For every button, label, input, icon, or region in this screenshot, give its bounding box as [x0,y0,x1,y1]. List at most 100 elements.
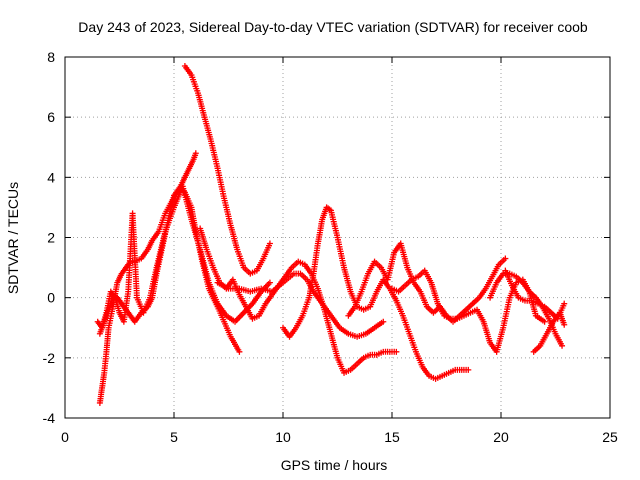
dense-markers [328,209,340,239]
dense-markers [300,296,312,317]
dense-markers [447,367,456,375]
axis-ticks: 0 5 10 15 20 25 -4 -2 0 2 4 6 8 [43,49,618,445]
dense-markers [244,305,255,320]
dense-markers [320,206,329,221]
dense-markers [141,296,153,314]
data-point [393,348,400,355]
dense-markers [206,281,220,305]
series-track-11 [502,267,568,322]
dense-markers [299,272,309,282]
dense-markers [251,313,260,321]
dense-markers [460,366,470,373]
dense-markers [283,266,294,278]
dense-markers [434,373,443,381]
dense-markers [261,242,272,260]
dense-markers [356,331,367,339]
dense-markers [544,320,556,335]
dense-markers [306,272,317,299]
y-tick-label: 8 [47,49,55,65]
x-tick-label: 20 [493,429,509,445]
dense-markers [254,257,266,272]
dense-markers [450,315,459,322]
dense-markers [322,308,334,335]
series-track-12 [530,309,568,355]
chart-title: Day 243 of 2023, Sidereal Day-to-day VTE… [78,19,588,35]
dense-markers [362,304,371,312]
dense-markers [329,314,342,329]
dense-markers [528,290,538,300]
dense-markers [191,152,199,161]
dense-markers [387,287,399,302]
dense-markers [510,284,521,299]
dense-markers [202,116,214,142]
dense-markers [443,313,452,321]
x-tick-label: 25 [602,429,618,445]
dense-markers [359,272,371,293]
dense-markers [187,158,196,170]
data-point [561,300,568,307]
dense-markers [347,331,358,339]
dense-markers [294,314,305,329]
y-tick-label: 4 [47,169,55,185]
dense-markers [129,212,140,299]
y-tick-label: -2 [43,350,56,366]
dense-markers [216,280,230,291]
dense-markers [228,335,242,353]
dense-markers [391,286,400,294]
y-tick-label: 6 [47,109,55,125]
dense-markers [189,74,201,94]
dense-markers [356,304,365,312]
dense-markers [488,281,499,299]
data-point [236,348,243,355]
dense-markers [182,167,192,179]
dense-markers [225,313,237,324]
data-point [502,255,509,262]
dense-markers [538,332,549,347]
y-axis-label: SDTVAR / TECUs [5,182,21,294]
dense-markers [432,305,442,315]
dense-markers [119,302,128,312]
dense-markers [349,362,359,372]
x-tick-label: 15 [384,429,400,445]
dense-markers [208,140,221,170]
dense-markers [364,326,376,336]
data-point [559,342,566,349]
dense-markers [154,230,168,269]
dense-markers [416,269,427,279]
dense-markers [270,281,285,294]
dense-markers [338,326,350,336]
dense-markers [398,242,410,269]
dense-markers [221,197,234,227]
dense-markers [425,305,435,315]
dense-markers [263,293,274,305]
data-point [465,366,472,373]
dense-markers [418,290,429,308]
dense-markers [215,302,229,317]
dense-markers [163,206,177,233]
series-track-6 [214,270,387,340]
dense-markers [310,242,321,275]
dense-markers [428,373,437,381]
data-point [192,150,199,157]
dense-markers [497,257,507,267]
dense-markers [481,320,493,344]
data-point [266,279,273,286]
dense-markers [328,333,340,359]
x-tick-label: 10 [275,429,291,445]
dense-markers [397,284,407,294]
dense-markers [250,290,263,305]
data-point [266,240,273,247]
dense-markers [369,351,378,358]
dense-markers [156,212,168,233]
dense-markers [287,326,298,338]
dense-markers [341,266,353,293]
dense-markers [469,307,478,315]
dense-markers [483,275,495,290]
dense-markers [346,305,357,317]
dense-markers [463,310,472,318]
dense-markers [464,302,474,312]
y-tick-label: 2 [47,230,55,246]
dense-markers [400,315,412,335]
dense-markers [373,319,385,330]
dense-markers [128,314,137,324]
